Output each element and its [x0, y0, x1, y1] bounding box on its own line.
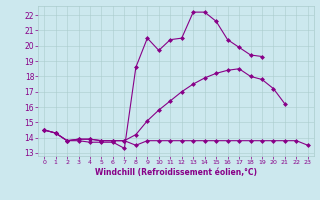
- X-axis label: Windchill (Refroidissement éolien,°C): Windchill (Refroidissement éolien,°C): [95, 168, 257, 177]
